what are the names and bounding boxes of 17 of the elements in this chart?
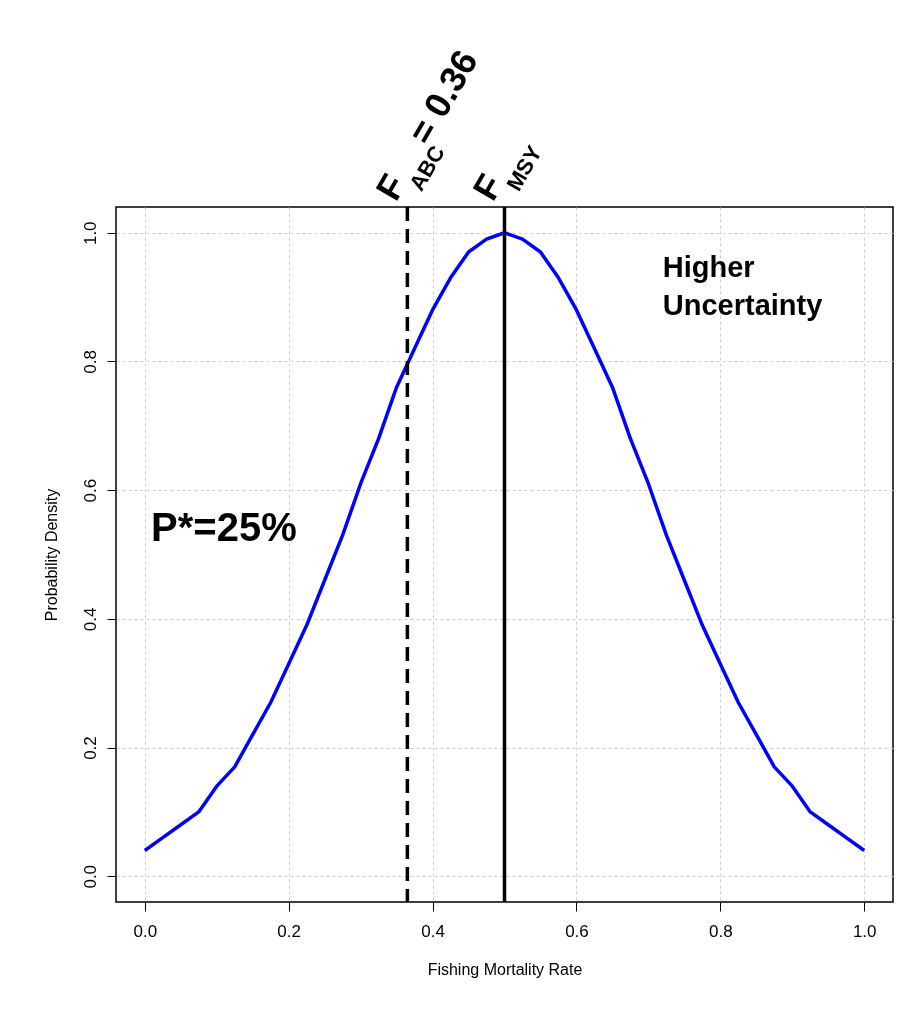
x-axis-title: Fishing Mortality Rate [427, 960, 583, 978]
annotation: P*=25% [151, 504, 297, 549]
x-tick-label: 0.2 [277, 921, 301, 941]
y-tick-label: 1.0 [80, 221, 100, 246]
y-tick-label: 0.2 [80, 736, 100, 760]
x-tick-label: 0.6 [565, 921, 589, 941]
x-tick-label: 0.0 [133, 921, 158, 941]
y-axis-title: Probability Density [42, 488, 60, 622]
x-tick-label: 0.4 [421, 921, 445, 941]
x-tick-label: 1.0 [852, 921, 877, 941]
y-tick-label: 0.6 [80, 478, 100, 503]
y-tick-label: 0.8 [80, 350, 100, 374]
line-series [143, 230, 866, 853]
y-tick-label: 0.4 [80, 607, 100, 632]
annotation: Higher Uncertainty [662, 251, 823, 321]
y-tick-label: 0.0 [80, 864, 100, 889]
x-tick-label: 0.8 [709, 921, 733, 941]
